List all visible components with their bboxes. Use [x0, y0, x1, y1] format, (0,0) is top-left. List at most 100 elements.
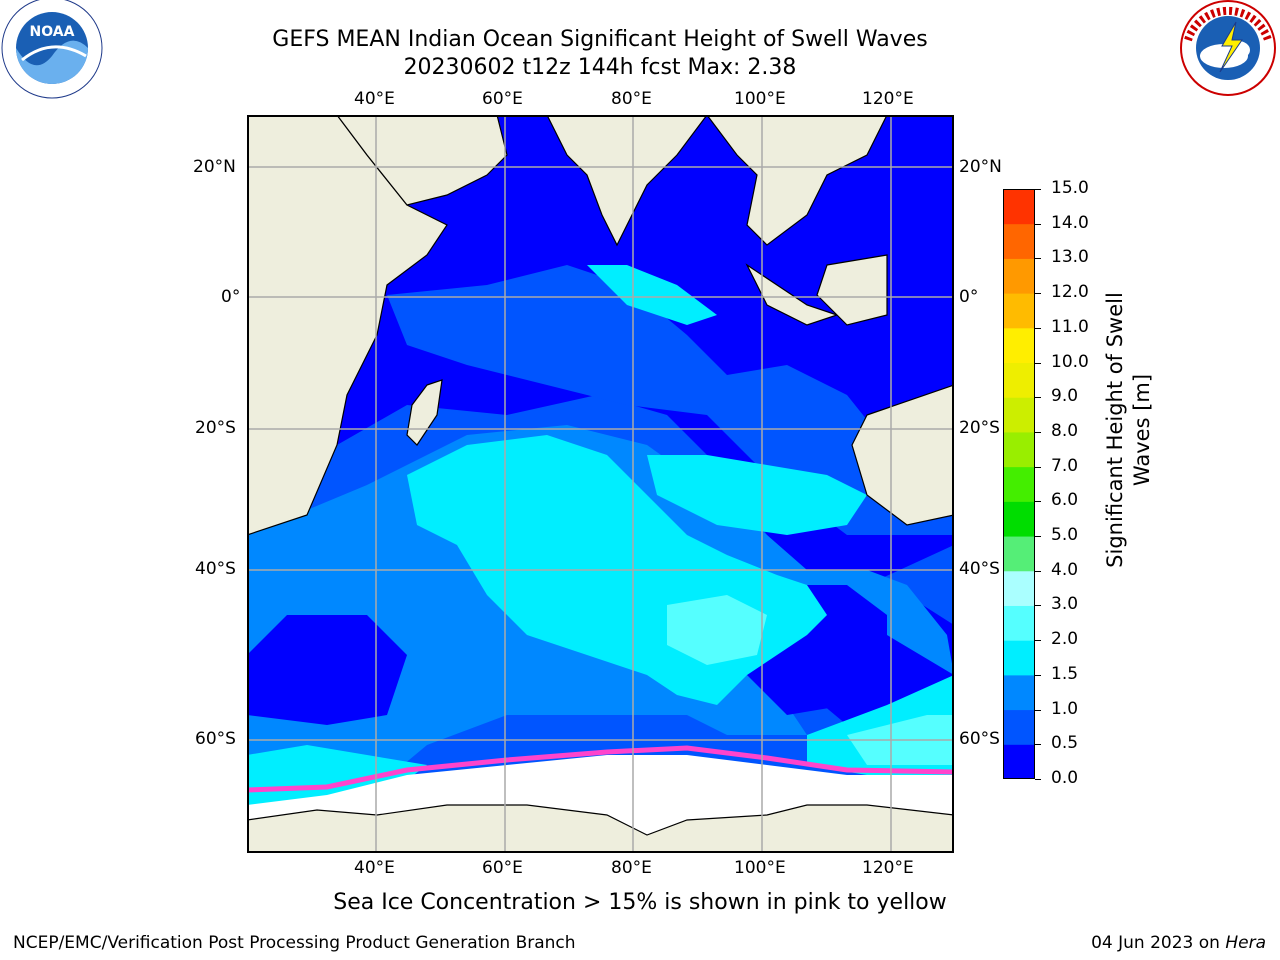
colorbar-segment — [1003, 189, 1035, 225]
lon-tick-top-60e: 60°E — [482, 89, 523, 109]
land-australia — [851, 384, 954, 526]
swell-band-2 — [667, 595, 767, 665]
colorbar — [1003, 189, 1035, 780]
swell-low-sw — [247, 615, 407, 725]
noaa-logo: NOAA — [0, 0, 106, 100]
lon-tick-bottom-120e: 120°E — [862, 858, 914, 878]
lon-tick-top-120e: 120°E — [862, 89, 914, 109]
colorbar-tick-label: 6.0 — [1051, 490, 1079, 511]
colorbar-segment — [1003, 258, 1035, 294]
colorbar-tick-mark — [1035, 709, 1041, 711]
colorbar-segment — [1003, 605, 1035, 641]
colorbar-tick-label: 7.0 — [1051, 455, 1079, 476]
colorbar-tick-mark — [1035, 570, 1041, 572]
colorbar-segment — [1003, 570, 1035, 606]
noaa-logo-text: NOAA — [30, 24, 75, 40]
lat-tick-right-0: 0° — [959, 287, 979, 307]
colorbar-tick-mark — [1035, 431, 1041, 433]
land-antarctica — [247, 804, 954, 853]
lat-tick-right-40s: 40°S — [959, 559, 1000, 579]
colorbar-tick-label: 1.0 — [1051, 698, 1079, 719]
footer-credit: NCEP/EMC/Verification Post Processing Pr… — [13, 933, 576, 953]
colorbar-tick-mark — [1035, 293, 1041, 295]
sea-ice-note: Sea Ice Concentration > 15% is shown in … — [333, 890, 947, 915]
colorbar-label-line1: Significant Height of Swell — [1103, 292, 1127, 568]
colorbar-segment — [1003, 501, 1035, 537]
colorbar-ticks: 0.0 0.5 1.0 1.5 2.0 3.0 4.0 5.0 6.0 7.0 8.0 9.0 10.0… — [1035, 178, 1095, 788]
map-frame — [247, 115, 954, 853]
colorbar-tick-mark — [1035, 501, 1041, 503]
colorbar-tick-mark — [1035, 258, 1041, 260]
lon-tick-top-80e: 80°E — [611, 89, 652, 109]
lat-tick-right-20s: 20°S — [959, 418, 1000, 438]
lon-tick-bottom-40e: 40°E — [354, 858, 395, 878]
map-title: GEFS MEAN Indian Ocean Significant Heigh… — [272, 27, 928, 52]
colorbar-tick-mark — [1035, 744, 1041, 746]
land-southeast-asia — [706, 115, 888, 246]
colorbar-tick-label: 0.0 — [1051, 768, 1079, 788]
map-subtitle: 20230602 t12z 144h fcst Max: 2.38 — [403, 55, 797, 80]
lat-tick-left-40s: 40°S — [195, 559, 236, 579]
colorbar-tick-mark — [1035, 779, 1041, 780]
land-india — [546, 115, 708, 247]
lon-tick-top-40e: 40°E — [354, 89, 395, 109]
footer-host: Hera — [1225, 933, 1266, 953]
colorbar-label: Significant Height of Swell Waves [m] — [1102, 250, 1156, 610]
colorbar-label-line2: Waves [m] — [1130, 373, 1154, 487]
colorbar-tick-label: 3.0 — [1051, 594, 1079, 615]
colorbar-tick-label: 0.5 — [1051, 733, 1079, 754]
colorbar-segment — [1003, 674, 1035, 711]
colorbar-tick-label: 11.0 — [1051, 316, 1089, 337]
colorbar-segment — [1003, 709, 1035, 745]
colorbar-segment — [1003, 293, 1035, 329]
colorbar-tick-label: 13.0 — [1051, 247, 1089, 268]
lat-tick-left-20n: 20°N — [193, 157, 236, 177]
colorbar-segment — [1003, 466, 1035, 502]
colorbar-tick-mark — [1035, 189, 1041, 190]
colorbar-tick-label: 12.0 — [1051, 282, 1089, 303]
lat-tick-left-20s: 20°S — [195, 418, 236, 438]
colorbar-tick-mark — [1035, 605, 1041, 607]
colorbar-segment — [1003, 362, 1035, 398]
lat-tick-right-60s: 60°S — [959, 729, 1000, 749]
nws-logo — [1176, 0, 1280, 100]
footer-date-text: 04 Jun 2023 on — [1091, 933, 1226, 953]
lat-tick-right-20n: 20°N — [959, 157, 1002, 177]
footer-date: 04 Jun 2023 on Hera — [1091, 933, 1266, 953]
colorbar-segment — [1003, 640, 1035, 676]
colorbar-tick-label: 10.0 — [1051, 351, 1089, 372]
lon-tick-top-100e: 100°E — [734, 89, 786, 109]
colorbar-tick-mark — [1035, 536, 1041, 538]
colorbar-tick-label: 4.0 — [1051, 559, 1079, 580]
colorbar-segment — [1003, 223, 1035, 259]
swell-band-15b — [647, 455, 867, 535]
swell-band-15-equator — [587, 265, 717, 325]
graticule — [247, 115, 954, 853]
colorbar-tick-label: 9.0 — [1051, 386, 1079, 407]
colorbar-tick-mark — [1035, 327, 1041, 329]
colorbar-tick-mark — [1035, 640, 1041, 642]
colorbar-tick-mark — [1035, 223, 1041, 225]
sea-ice-edge — [247, 745, 954, 793]
colorbar-tick-label: 5.0 — [1051, 525, 1079, 546]
colorbar-segment — [1003, 536, 1035, 572]
colorbar-segment — [1003, 397, 1035, 433]
lon-tick-bottom-60e: 60°E — [482, 858, 523, 878]
colorbar-tick-mark — [1035, 674, 1041, 676]
lon-tick-bottom-100e: 100°E — [734, 858, 786, 878]
swell-band-05b — [387, 265, 954, 535]
colorbar-segment — [1003, 431, 1035, 468]
land-borneo — [816, 254, 888, 326]
colorbar-tick-label: 2.0 — [1051, 629, 1079, 650]
land-arabia — [336, 115, 508, 206]
colorbar-tick-label: 14.0 — [1051, 212, 1089, 233]
lat-tick-left-60s: 60°S — [195, 729, 236, 749]
colorbar-tick-label: 15.0 — [1051, 178, 1089, 198]
colorbar-tick-mark — [1035, 397, 1041, 399]
lat-tick-left-0: 0° — [221, 287, 241, 307]
colorbar-segment — [1003, 327, 1035, 364]
colorbar-tick-mark — [1035, 466, 1041, 468]
land-sumatra — [745, 263, 839, 326]
colorbar-tick-label: 1.5 — [1051, 663, 1079, 684]
colorbar-tick-label: 8.0 — [1051, 420, 1079, 441]
